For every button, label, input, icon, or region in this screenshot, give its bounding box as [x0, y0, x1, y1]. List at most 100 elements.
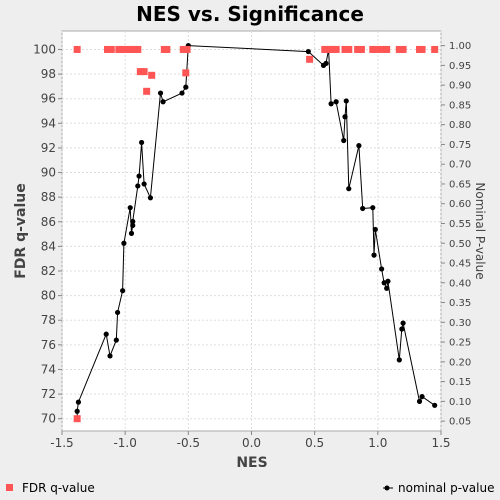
nominal-p-value-point: [328, 101, 334, 107]
y-tick-label: 72: [41, 387, 56, 401]
legend-fdr-label: FDR q-value: [22, 481, 95, 495]
nominal-p-value-point: [432, 402, 438, 408]
y2-tick-label: 0.55: [449, 219, 471, 230]
x-tick-label: 1.5: [431, 436, 450, 450]
nominal-p-value-point: [385, 278, 391, 284]
legend-nominal-label: nominal p-value: [398, 481, 494, 495]
fdr-q-value-point: [134, 45, 142, 53]
fdr-q-value-point: [345, 45, 353, 53]
nominal-p-value-point: [179, 90, 185, 96]
nominal-p-value-point: [333, 99, 339, 105]
nominal-p-value-point: [372, 226, 378, 233]
y2-tick-label: 0.90: [449, 81, 471, 92]
y2-tick-label: 0.45: [449, 259, 471, 270]
fdr-q-value-point: [143, 87, 151, 95]
x-tick-label: -1.0: [113, 436, 136, 450]
fdr-q-value-point: [115, 45, 123, 53]
fdr-q-value-point: [73, 45, 81, 53]
nominal-p-value-point: [323, 60, 329, 67]
y-tick-label: 78: [41, 313, 56, 327]
nominal-p-value-point: [396, 357, 402, 363]
nominal-p-value-point: [138, 139, 145, 146]
nominal-p-value-point: [114, 309, 121, 316]
nominal-p-value-point: [379, 266, 385, 272]
nominal-p-value-point: [399, 326, 405, 332]
y-tick-label: 70: [41, 412, 56, 426]
nominal-p-value-point: [400, 320, 406, 326]
fdr-q-value-point: [306, 55, 314, 63]
nominal-p-value-point: [74, 408, 80, 414]
chart-title: NES vs. Significance: [136, 2, 364, 26]
fdr-q-value-point: [431, 45, 439, 53]
fdr-q-value-point: [418, 45, 426, 53]
fdr-q-value-point: [130, 45, 138, 53]
nominal-p-value-point: [128, 230, 135, 236]
x-axis-label: NES: [236, 455, 267, 471]
nominal-p-value-point: [343, 98, 349, 104]
y-tick-label: 84: [41, 239, 56, 253]
nominal-p-value-point: [342, 114, 348, 120]
fdr-q-value-point: [395, 45, 403, 53]
y-tick-label: 80: [41, 289, 56, 303]
nominal-p-value-point: [130, 218, 136, 225]
fdr-q-value-point: [357, 45, 365, 53]
y2-tick-label: 0.50: [449, 239, 471, 250]
y2-tick-label: 0.65: [449, 179, 471, 190]
fdr-q-value-point: [332, 45, 340, 53]
y-tick-label: 92: [41, 141, 56, 155]
nominal-p-value-point: [141, 181, 147, 187]
nominal-p-value-point: [121, 240, 127, 246]
y2-tick-label: 0.20: [449, 357, 471, 368]
y-tick-label: 94: [41, 116, 56, 130]
fdr-q-value-point: [369, 45, 377, 53]
x-tick-label: -1.5: [50, 436, 73, 450]
y-tick-label: 82: [41, 264, 56, 278]
fdr-q-value-point: [119, 45, 127, 53]
nominal-p-value-point: [341, 137, 347, 144]
fdr-q-value-point: [183, 45, 191, 53]
x-tick-label: 0.5: [305, 436, 324, 450]
y-tick-label: 90: [41, 166, 56, 180]
nominal-p-value-point: [419, 394, 425, 400]
nominal-p-value-point: [356, 143, 362, 149]
y2-tick-label: 0.15: [449, 377, 471, 388]
y2-tick-label: 0.05: [449, 417, 471, 428]
fdr-q-value-point: [179, 45, 187, 53]
nominal-p-value-point: [103, 331, 109, 337]
y2-tick-label: 0.95: [449, 61, 471, 72]
fdr-q-value-point: [379, 45, 387, 53]
legend-nominal-marker: [384, 485, 390, 491]
x-axis-ticks: -1.5 -1.0 -0.5 0.0 0.5 1.0 1.5: [50, 431, 451, 450]
legend-fdr: FDR q-value: [6, 481, 95, 495]
y-tick-label: 74: [41, 362, 56, 376]
nominal-p-value-point: [113, 337, 119, 343]
y2-tick-label: 0.10: [449, 397, 471, 408]
y2-tick-label: 0.85: [449, 100, 471, 111]
y-axis-ticks: 70 72 74 76 78 80 82 84 86 88 90 92 94 96 98 100: [33, 42, 62, 426]
fdr-q-value-point: [354, 45, 362, 53]
y-tick-label: 98: [41, 67, 56, 81]
nominal-p-value-point: [384, 285, 390, 291]
y2-axis-ticks: 0.05 0.10 0.15 0.20 0.25 0.30 0.35 0.40 0.45 0.50…: [441, 41, 471, 428]
nominal-p-value-series: [74, 43, 438, 422]
fdr-q-value-point: [399, 45, 407, 53]
x-tick-label: 1.0: [368, 436, 387, 450]
fdr-q-value-point: [126, 45, 134, 53]
nominal-p-value-point: [130, 222, 136, 229]
y2-tick-label: 0.25: [449, 338, 471, 349]
fdr-q-value-point: [341, 45, 349, 53]
nominal-p-value-point: [183, 84, 189, 90]
nominal-p-value-point: [360, 205, 366, 212]
y2-tick-label: 0.40: [449, 278, 471, 289]
y-tick-label: 88: [41, 190, 56, 204]
x-tick-label: 0.0: [242, 436, 261, 450]
fdr-q-value-point: [163, 45, 171, 53]
gridlines: [61, 31, 442, 431]
nominal-p-value-point: [157, 90, 164, 96]
fdr-q-value-point: [383, 45, 391, 53]
y2-tick-label: 0.60: [449, 199, 471, 210]
y2-axis-label: Nominal P-value: [473, 182, 487, 279]
nominal-p-value-point: [127, 205, 133, 211]
nominal-p-value-point: [371, 252, 377, 258]
